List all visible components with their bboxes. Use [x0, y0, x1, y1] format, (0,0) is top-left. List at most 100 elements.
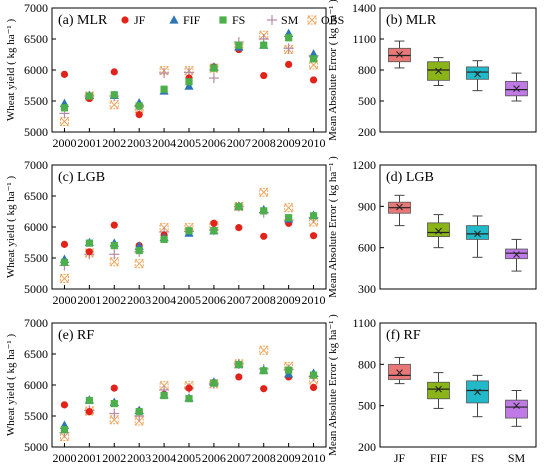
scatter-2-xtick-label: 2005 [177, 451, 201, 465]
scatter-1-xtick-label: 2001 [77, 293, 101, 307]
scatter-0-xtick-label: 2003 [127, 136, 151, 150]
scatter-1-ytick-label: 7000 [24, 158, 48, 172]
scatter-0-legend-fs-label: FS [232, 13, 245, 27]
scatter-1-obs-point [134, 259, 144, 269]
scatter-1-jf-point [309, 232, 318, 240]
scatter-0-obs-point-d2 [109, 100, 119, 110]
scatter-1-xtick-label: 2009 [277, 293, 301, 307]
box-2-ytick-label: 1100 [352, 316, 376, 330]
scatter-2-fs-point [110, 400, 118, 408]
scatter-2-ylabel: Wheat yield ( kg ha⁻¹ ) [5, 334, 17, 437]
box-0-ytick-label: 200 [358, 125, 376, 139]
scatter-2-sm-point [109, 408, 120, 419]
box-0-fs-mean-marker [474, 70, 481, 78]
scatter-0-panel-label: (a) MLR [58, 13, 108, 28]
scatter-0-fs-point [210, 64, 218, 72]
scatter-2-fs-point [185, 395, 193, 403]
box-2-sm-mean-d2 [513, 402, 520, 410]
box-2-xtick-label: FS [471, 451, 484, 465]
box-1-jf-mean-marker [396, 203, 403, 211]
scatter-0-sm-point [159, 68, 170, 79]
scatter-0-legend-sm-label: SM [281, 13, 299, 27]
box-2-fs-mean-marker [474, 388, 481, 396]
scatter-1-obs-point-box [59, 273, 69, 283]
box-2-fif-mean-d2 [435, 385, 442, 393]
scatter-1-fs-point [60, 258, 69, 266]
scatter-0-legend-fif-marker [169, 15, 179, 24]
box-1-fs-mean-marker [474, 230, 481, 238]
scatter-2-fs-point [285, 366, 293, 374]
scatter-0-legend-jf-label: JF [134, 13, 146, 27]
box-0-fif-mean-d2 [435, 67, 442, 75]
scatter-0-legend-jf-marker [121, 16, 129, 24]
scatter-0-ylabel: Wheat yield ( kg ha⁻¹ ) [5, 19, 17, 122]
scatter-0-fs-point [135, 102, 143, 110]
scatter-2-xtick-label: 2003 [127, 451, 151, 465]
scatter-0-fs-point [185, 78, 193, 86]
scatter-1-xtick-label: 2000 [52, 293, 76, 307]
box-0-ytick-label: 1400 [352, 1, 376, 15]
scatter-1-ylabel: Wheat yield ( kg ha⁻¹ ) [5, 176, 17, 279]
scatter-2-jf-point [110, 384, 118, 392]
scatter-1-fs-point [160, 235, 168, 243]
scatter-0-jf-point [110, 68, 118, 76]
box-2-jf-mean-marker [396, 369, 403, 376]
scatter-1-ytick-label: 5500 [24, 251, 48, 265]
box-2-sm-mean-marker [513, 402, 520, 410]
scatter-1-fs-point [135, 246, 143, 255]
scatter-1-xtick-label: 2006 [202, 293, 226, 307]
scatter-1-obs-point-box [259, 187, 269, 197]
box-0-ylabel: Mean Absolute Error ( kg ha⁻¹ ) [327, 0, 339, 141]
scatter-1-obs-point-d2 [134, 259, 144, 268]
box-0-ytick-label: 1100 [352, 32, 376, 46]
box-1-fif-box [427, 222, 450, 238]
scatter-0-fs-point [60, 104, 69, 112]
box-2-fif-mean-marker [435, 385, 442, 393]
box-2-ytick-label: 500 [358, 399, 376, 413]
scatter-2-fs-point [135, 408, 143, 416]
box-1-fs-mean-d2 [474, 230, 481, 238]
scatter-0-sm-point [283, 43, 294, 54]
scatter-0-xtick-label: 2002 [102, 136, 126, 150]
scatter-0-ytick-label: 7000 [24, 1, 48, 15]
box-1-jf-mean-d2 [396, 203, 403, 211]
scatter-2-ytick-label: 6500 [24, 347, 48, 361]
scatter-1-fs-point [185, 227, 193, 235]
scatter-1-jf-point [260, 232, 268, 240]
scatter-2-jf-point [85, 408, 93, 416]
box-2-xtick-label: JF [394, 451, 406, 465]
scatter-0-fs-point [285, 34, 293, 42]
box-0-ytick-label: 500 [358, 94, 376, 108]
scatter-1-sm-point [109, 249, 120, 260]
box-1-sm-mean-marker [513, 251, 520, 258]
box-1-fif-mean-d2 [435, 227, 442, 235]
box-0-fif-mean-marker [435, 67, 442, 75]
box-1-frame [379, 164, 537, 290]
box-2-panel-label: (f) RF [386, 328, 421, 343]
scatter-1-xtick-label: 2007 [227, 293, 251, 307]
box-1-ylabel: Mean Absolute Error ( kg ha⁻¹ ) [327, 156, 339, 298]
scatter-1-xtick-label: 2002 [102, 293, 126, 307]
scatter-0-legend-obs-marker-box [307, 15, 317, 25]
scatter-0-fs-point [235, 41, 243, 49]
box-2-xtick-label: SM [508, 451, 526, 465]
scatter-2-fs-point [60, 426, 69, 434]
scatter-0-ytick-label: 5000 [24, 125, 48, 139]
scatter-1-jf-point [85, 248, 93, 256]
scatter-1-jf-point [210, 219, 218, 227]
box-0-jf-mean-marker [396, 51, 403, 58]
scatter-0-xtick-label: 2004 [152, 136, 176, 150]
box-0-jf-mean-d2 [396, 51, 403, 58]
scatter-2-jf-point [235, 373, 243, 381]
scatter-0-legend-obs-label: OBS [321, 13, 344, 27]
scatter-1-obs-point [259, 187, 269, 197]
scatter-2-obs-point-box [259, 345, 269, 355]
scatter-1-panel-label: (c) LGB [58, 170, 105, 185]
scatter-2-ytick-label: 6000 [24, 378, 48, 392]
scatter-1-jf-point [60, 240, 69, 248]
scatter-1-xtick-label: 2004 [152, 293, 176, 307]
scatter-1-fs-point [235, 202, 243, 211]
scatter-1-fs-point [85, 239, 93, 247]
scatter-0-legend-obs-marker [307, 15, 317, 25]
